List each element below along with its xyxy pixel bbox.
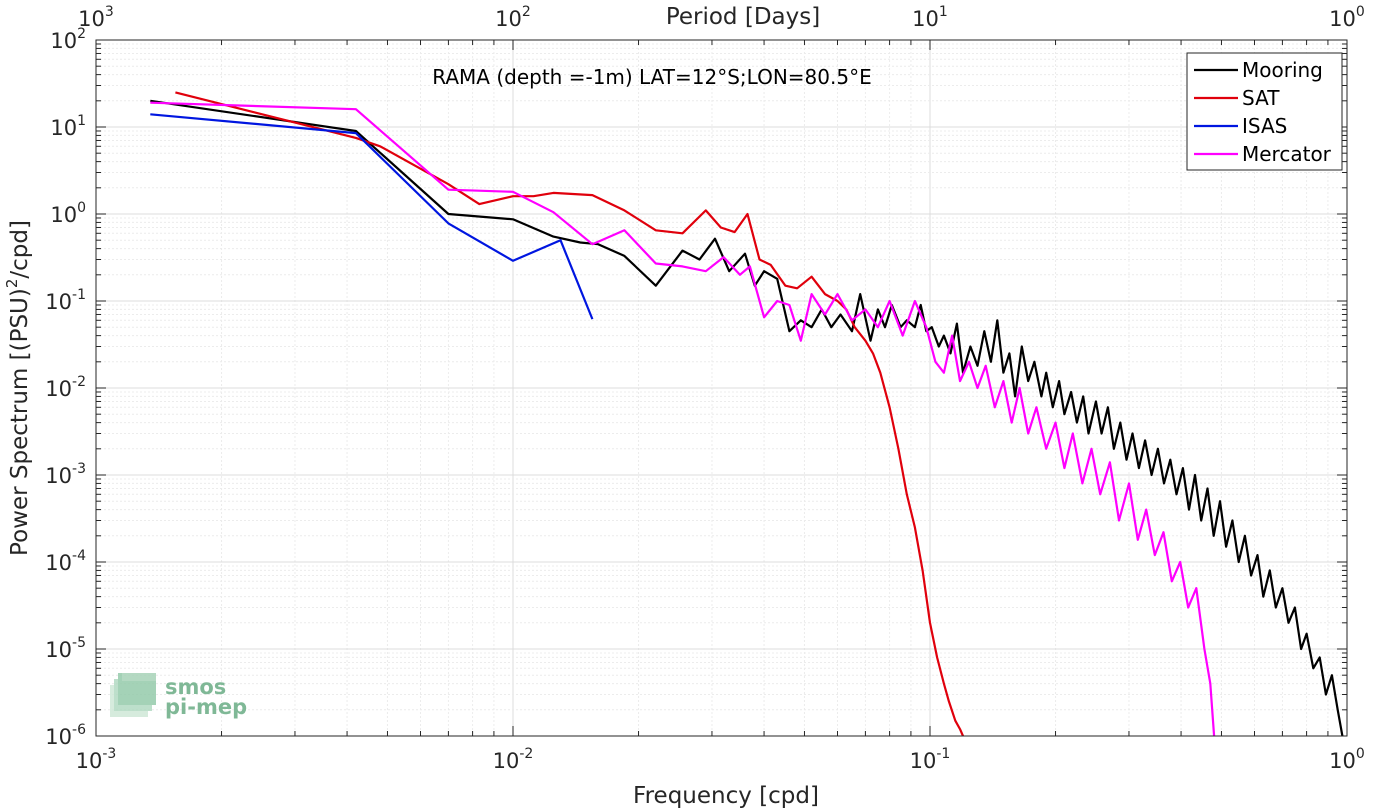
y-tick-label: 10-4 <box>45 548 86 575</box>
x-tick-label-exp: -1 <box>936 746 950 762</box>
top-tick-label-exp: 0 <box>1356 4 1365 20</box>
x-tick-label: 10-3 <box>76 746 117 773</box>
series-line-isas <box>150 113 594 320</box>
x-tick-label: 100 <box>1329 746 1365 773</box>
y-tick-label-exp: -2 <box>72 374 86 390</box>
y-axis-label-post: /cpd] <box>7 220 33 279</box>
x-tick-label-exp: -3 <box>102 746 116 762</box>
top-tick-label-base: 10 <box>78 7 105 31</box>
y-tick-label: 102 <box>50 26 86 53</box>
y-tick-label-base: 10 <box>45 290 72 314</box>
top-tick-label: 101 <box>912 4 948 31</box>
y-tick-label-base: 10 <box>45 377 72 401</box>
series-line-sat <box>175 91 965 737</box>
x-tick-label-base: 10 <box>910 749 937 773</box>
y-tick-label-exp: 2 <box>77 26 86 42</box>
legend-label-mooring: Mooring <box>1242 58 1323 82</box>
top-tick-label-base: 10 <box>1329 7 1356 31</box>
x-tick-label-exp: -2 <box>519 746 533 762</box>
x-tick-label-base: 10 <box>1329 749 1356 773</box>
legend: Mooring SAT ISAS Mercator <box>1186 52 1343 171</box>
x-tick-label: 10-2 <box>493 746 534 773</box>
legend-box <box>1186 52 1343 171</box>
x-tick-label-base: 10 <box>493 749 520 773</box>
top-tick-label-exp: 1 <box>939 4 948 20</box>
y-tick-label-exp: 0 <box>77 200 86 216</box>
x-tick-label-exp: 0 <box>1356 746 1365 762</box>
logo-text-pi-mep: pi-mep <box>165 695 247 719</box>
smos-pi-mep-logo: smos pi-mep <box>110 673 247 719</box>
series-line-mercator <box>150 101 1216 737</box>
legend-label-isas: ISAS <box>1242 114 1287 138</box>
top-tick-label-base: 10 <box>912 7 939 31</box>
legend-label-mercator: Mercator <box>1242 142 1332 166</box>
y-tick-label: 10-6 <box>45 722 86 749</box>
y-axis-label-pre: Power Spectrum [(PSU) <box>7 288 33 556</box>
y-tick-label: 10-3 <box>45 461 86 488</box>
top-tick-label: 100 <box>1329 4 1365 31</box>
y-tick-label: 10-5 <box>45 635 86 662</box>
y-tick-label-exp: -4 <box>72 548 86 564</box>
y-tick-label: 10-1 <box>45 287 86 314</box>
y-tick-label: 101 <box>50 113 86 140</box>
y-tick-label: 100 <box>50 200 86 227</box>
y-tick-label-base: 10 <box>50 116 77 140</box>
legend-label-sat: SAT <box>1242 86 1280 110</box>
x-tick-label-base: 10 <box>76 749 103 773</box>
y-tick-label-base: 10 <box>45 638 72 662</box>
y-tick-label-exp: 1 <box>77 113 86 129</box>
x-axis-label: Frequency [cpd] <box>633 783 819 809</box>
logo-icon <box>110 673 156 717</box>
top-axis-label: Period [Days] <box>666 4 820 30</box>
y-tick-label-base: 10 <box>45 725 72 749</box>
chart-title: RAMA (depth =-1m) LAT=12°S;LON=80.5°E <box>432 65 871 89</box>
series-line-mooring <box>150 99 1344 737</box>
ticks <box>95 40 1347 737</box>
y-axis-label-sup: 2 <box>3 279 21 289</box>
y-tick-label-base: 10 <box>45 464 72 488</box>
logo-text-smos: smos <box>165 675 226 699</box>
y-tick-label-base: 10 <box>50 29 77 53</box>
y-tick-label-exp: -6 <box>72 722 86 738</box>
y-tick-label-exp: -5 <box>72 635 86 651</box>
y-tick-label-base: 10 <box>50 203 77 227</box>
top-tick-label-base: 10 <box>495 7 522 31</box>
top-tick-label: 102 <box>495 4 531 31</box>
grid <box>95 40 1347 737</box>
y-tick-label-base: 10 <box>45 551 72 575</box>
y-axis-label: Power Spectrum [(PSU)2/cpd] <box>3 220 33 556</box>
x-tick-label: 10-1 <box>910 746 951 773</box>
y-tick-label-exp: -3 <box>72 461 86 477</box>
top-tick-label: 103 <box>78 4 114 31</box>
top-tick-label-exp: 2 <box>522 4 531 20</box>
series-group <box>150 91 1344 737</box>
y-tick-label: 10-2 <box>45 374 86 401</box>
y-tick-label-exp: -1 <box>72 287 86 303</box>
top-tick-label-exp: 3 <box>105 4 114 20</box>
